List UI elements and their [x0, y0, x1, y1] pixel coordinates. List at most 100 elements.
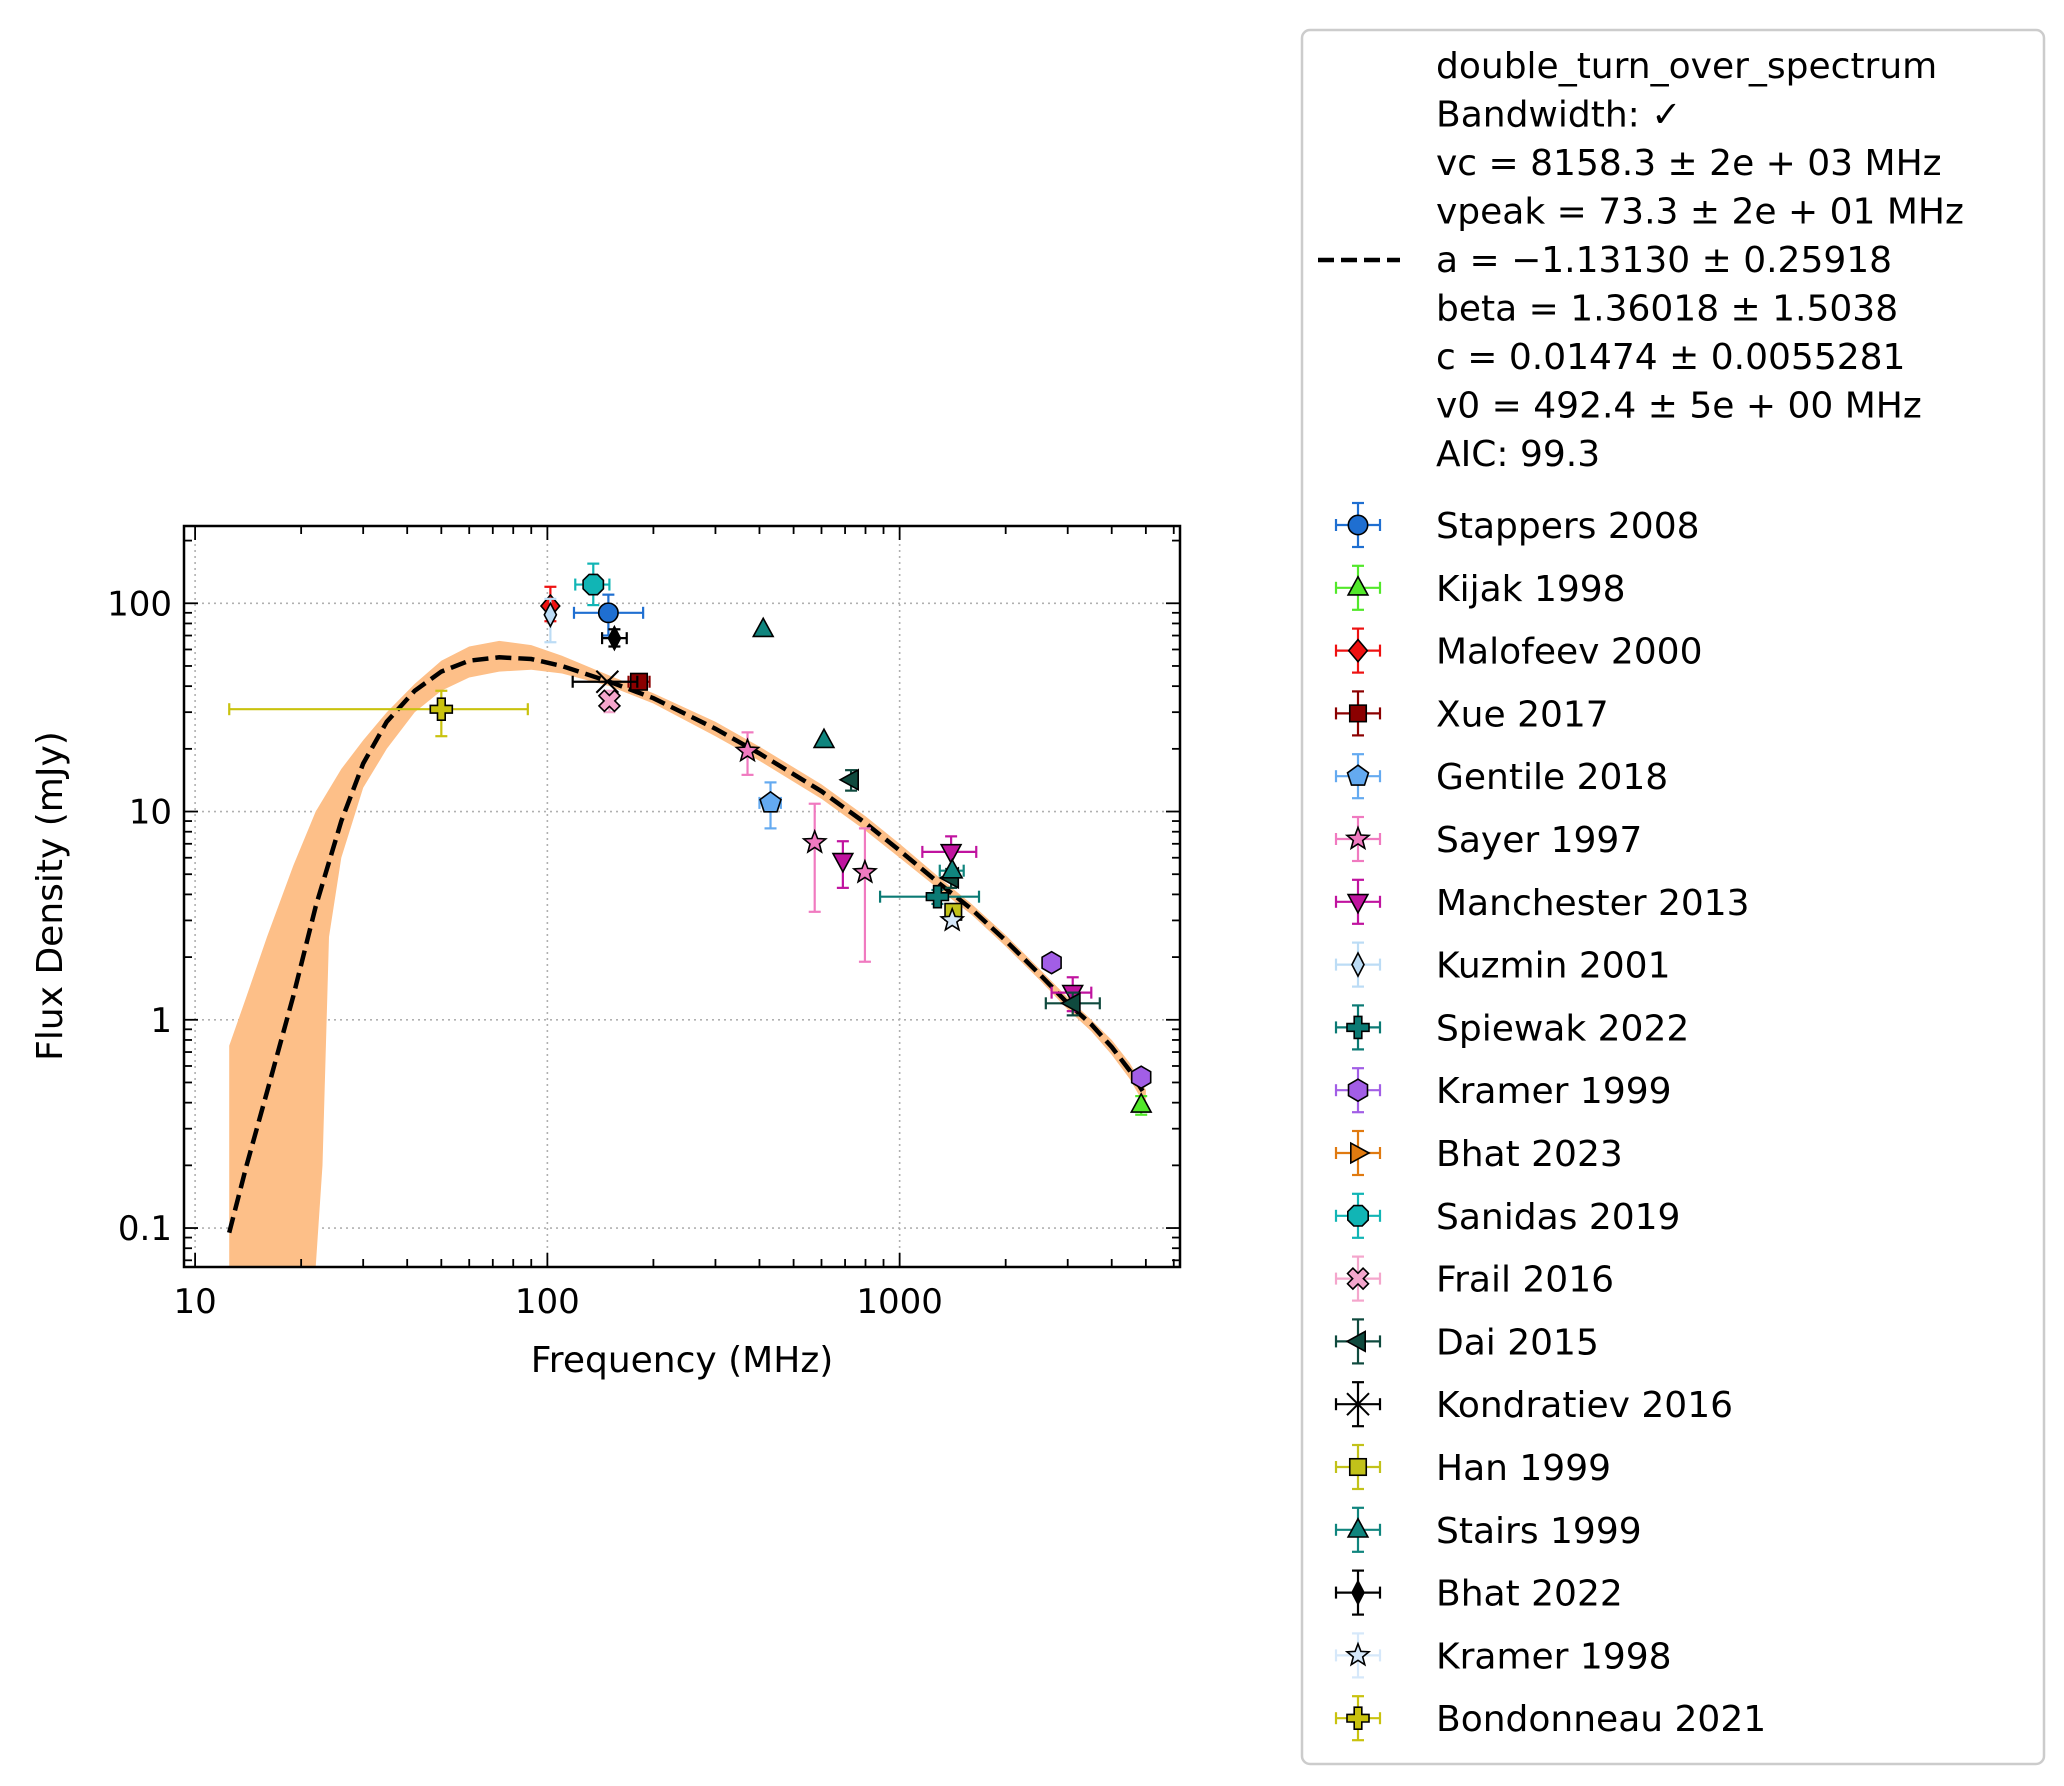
legend-label: Gentile 2018 — [1436, 757, 1668, 798]
legend-label: Kijak 1998 — [1436, 569, 1626, 610]
legend-marker — [1347, 1204, 1369, 1227]
series-kijak-1998 — [1129, 1092, 1153, 1116]
legend-marker — [1350, 1141, 1371, 1165]
legend-item-bhat-2022: Bhat 2022 — [1334, 1569, 1623, 1616]
data-point — [939, 843, 963, 865]
data-point — [607, 624, 622, 652]
series-stairs-1999 — [751, 616, 965, 879]
legend-fit-text: v0 = 492.4 ± 5e + 00 MHz — [1436, 386, 1922, 427]
data-point — [925, 884, 950, 909]
legend-fit-text: a = −1.13130 ± 0.25918 — [1436, 240, 1892, 281]
legend-item-sanidas-2019: Sanidas 2019 — [1334, 1192, 1680, 1239]
x-tick-label: 100 — [515, 1282, 580, 1322]
legend-marker — [1346, 1706, 1370, 1730]
data-point — [429, 697, 454, 722]
series-bondonneau-2021 — [228, 689, 529, 738]
legend-marker — [1345, 1330, 1366, 1353]
legend-label: Xue 2017 — [1436, 694, 1609, 735]
data-point — [595, 670, 620, 694]
data-point — [940, 858, 964, 879]
legend-marker — [1347, 514, 1369, 536]
series-stappers-2008 — [572, 593, 645, 637]
data-points — [228, 562, 1153, 1116]
legend-marker — [1347, 638, 1369, 663]
x-tick-label: 1000 — [856, 1282, 943, 1322]
legend-marker — [1346, 764, 1370, 786]
data-point — [734, 737, 761, 763]
legend-label: Manchester 2013 — [1436, 883, 1750, 924]
legend-box — [1300, 28, 2046, 1766]
plot-frame — [182, 524, 1182, 1269]
x-axis-label: Frequency (MHz) — [531, 1340, 834, 1381]
series-kramer-1998 — [939, 906, 966, 932]
data-point — [1041, 950, 1062, 975]
y-tick-label: 10 — [129, 793, 172, 833]
legend-item-spiewak-2022: Spiewak 2022 — [1334, 1004, 1689, 1051]
fit-confidence-band — [229, 640, 1146, 1267]
legend-marker — [1346, 1015, 1370, 1040]
legend-item-manchester-2013: Manchester 2013 — [1334, 878, 1750, 925]
legend-label: Kuzmin 2001 — [1436, 946, 1670, 987]
legend-item-kijak-1998: Kijak 1998 — [1334, 564, 1626, 611]
legend-fit-text: beta = 1.36018 ± 1.5038 — [1436, 289, 1898, 330]
data-point — [582, 573, 605, 596]
legend-item-han-1999: Han 1999 — [1334, 1443, 1611, 1491]
grid-lines — [184, 526, 1180, 1267]
legend-fit-text: double_turn_over_spectrum — [1436, 46, 1937, 87]
legend-label: Bondonneau 2021 — [1436, 1699, 1766, 1740]
x-tick-label: 10 — [173, 1282, 216, 1322]
series-sanidas-2019 — [574, 562, 611, 607]
legend-marker — [1346, 1517, 1370, 1538]
legend-label: Spiewak 2022 — [1436, 1008, 1689, 1049]
legend-marker — [1344, 825, 1372, 851]
data-point — [838, 768, 860, 792]
legend-label: Stairs 1999 — [1436, 1511, 1642, 1552]
y-axis-label: Flux Density (mJy) — [30, 731, 71, 1061]
legend-fit-text: AIC: 99.3 — [1436, 434, 1600, 475]
legend-label: Sanidas 2019 — [1436, 1197, 1680, 1238]
legend-marker — [1351, 1579, 1365, 1606]
data-point — [812, 727, 836, 749]
fit-band — [229, 640, 1146, 1267]
legend-marker — [1346, 893, 1370, 915]
series-kuzmin-2001 — [543, 597, 558, 644]
legend-fit-text: vc = 8158.3 ± 2e + 03 MHz — [1436, 143, 1942, 184]
legend-label: Stappers 2008 — [1436, 506, 1700, 547]
series-gentile-2018 — [758, 781, 782, 830]
data-point — [1130, 1065, 1152, 1090]
legend-marker — [1346, 1392, 1370, 1416]
data-point — [597, 602, 619, 624]
legend-item-bhat-2023: Bhat 2023 — [1334, 1129, 1623, 1177]
legend-label: Kondratiev 2016 — [1436, 1385, 1733, 1426]
legend-marker — [1346, 575, 1370, 596]
legend-item-kondratiev-2016: Kondratiev 2016 — [1334, 1381, 1733, 1428]
series-xue-2017 — [627, 672, 651, 691]
data-point — [831, 852, 855, 874]
legend-marker — [1347, 1078, 1369, 1103]
data-point — [597, 689, 622, 713]
legend-item-stappers-2008: Stappers 2008 — [1334, 501, 1700, 549]
legend-label: Sayer 1997 — [1436, 820, 1642, 861]
data-point — [801, 828, 828, 854]
legend-item-frail-2016: Frail 2016 — [1334, 1255, 1614, 1302]
legend-item-kramer-1999: Kramer 1999 — [1334, 1067, 1672, 1114]
series-spiewak-2022 — [878, 884, 981, 909]
legend-item-sayer-1997: Sayer 1997 — [1334, 815, 1642, 863]
legend-fit-text: vpeak = 73.3 ± 2e + 01 MHz — [1436, 192, 1964, 233]
legend-label: Han 1999 — [1436, 1448, 1611, 1489]
legend-item-malofeev-2000: Malofeev 2000 — [1334, 627, 1702, 674]
legend-label: Bhat 2023 — [1436, 1134, 1623, 1175]
series-kramer-1999 — [1041, 950, 1152, 1090]
legend-label: Malofeev 2000 — [1436, 632, 1702, 673]
legend-item-xue-2017: Xue 2017 — [1334, 690, 1609, 737]
legend-label: Kramer 1998 — [1436, 1636, 1672, 1677]
legend-marker — [1344, 1641, 1372, 1667]
y-tick-label: 100 — [107, 584, 172, 624]
legend-label: Bhat 2022 — [1436, 1574, 1623, 1615]
legend-item-kuzmin-2001: Kuzmin 2001 — [1334, 941, 1670, 988]
legend-label: Kramer 1999 — [1436, 1071, 1672, 1112]
y-tick-label: 1 — [150, 1001, 172, 1041]
series-sayer-1997 — [734, 731, 879, 963]
legend-item-stairs-1999: Stairs 1999 — [1334, 1506, 1642, 1553]
